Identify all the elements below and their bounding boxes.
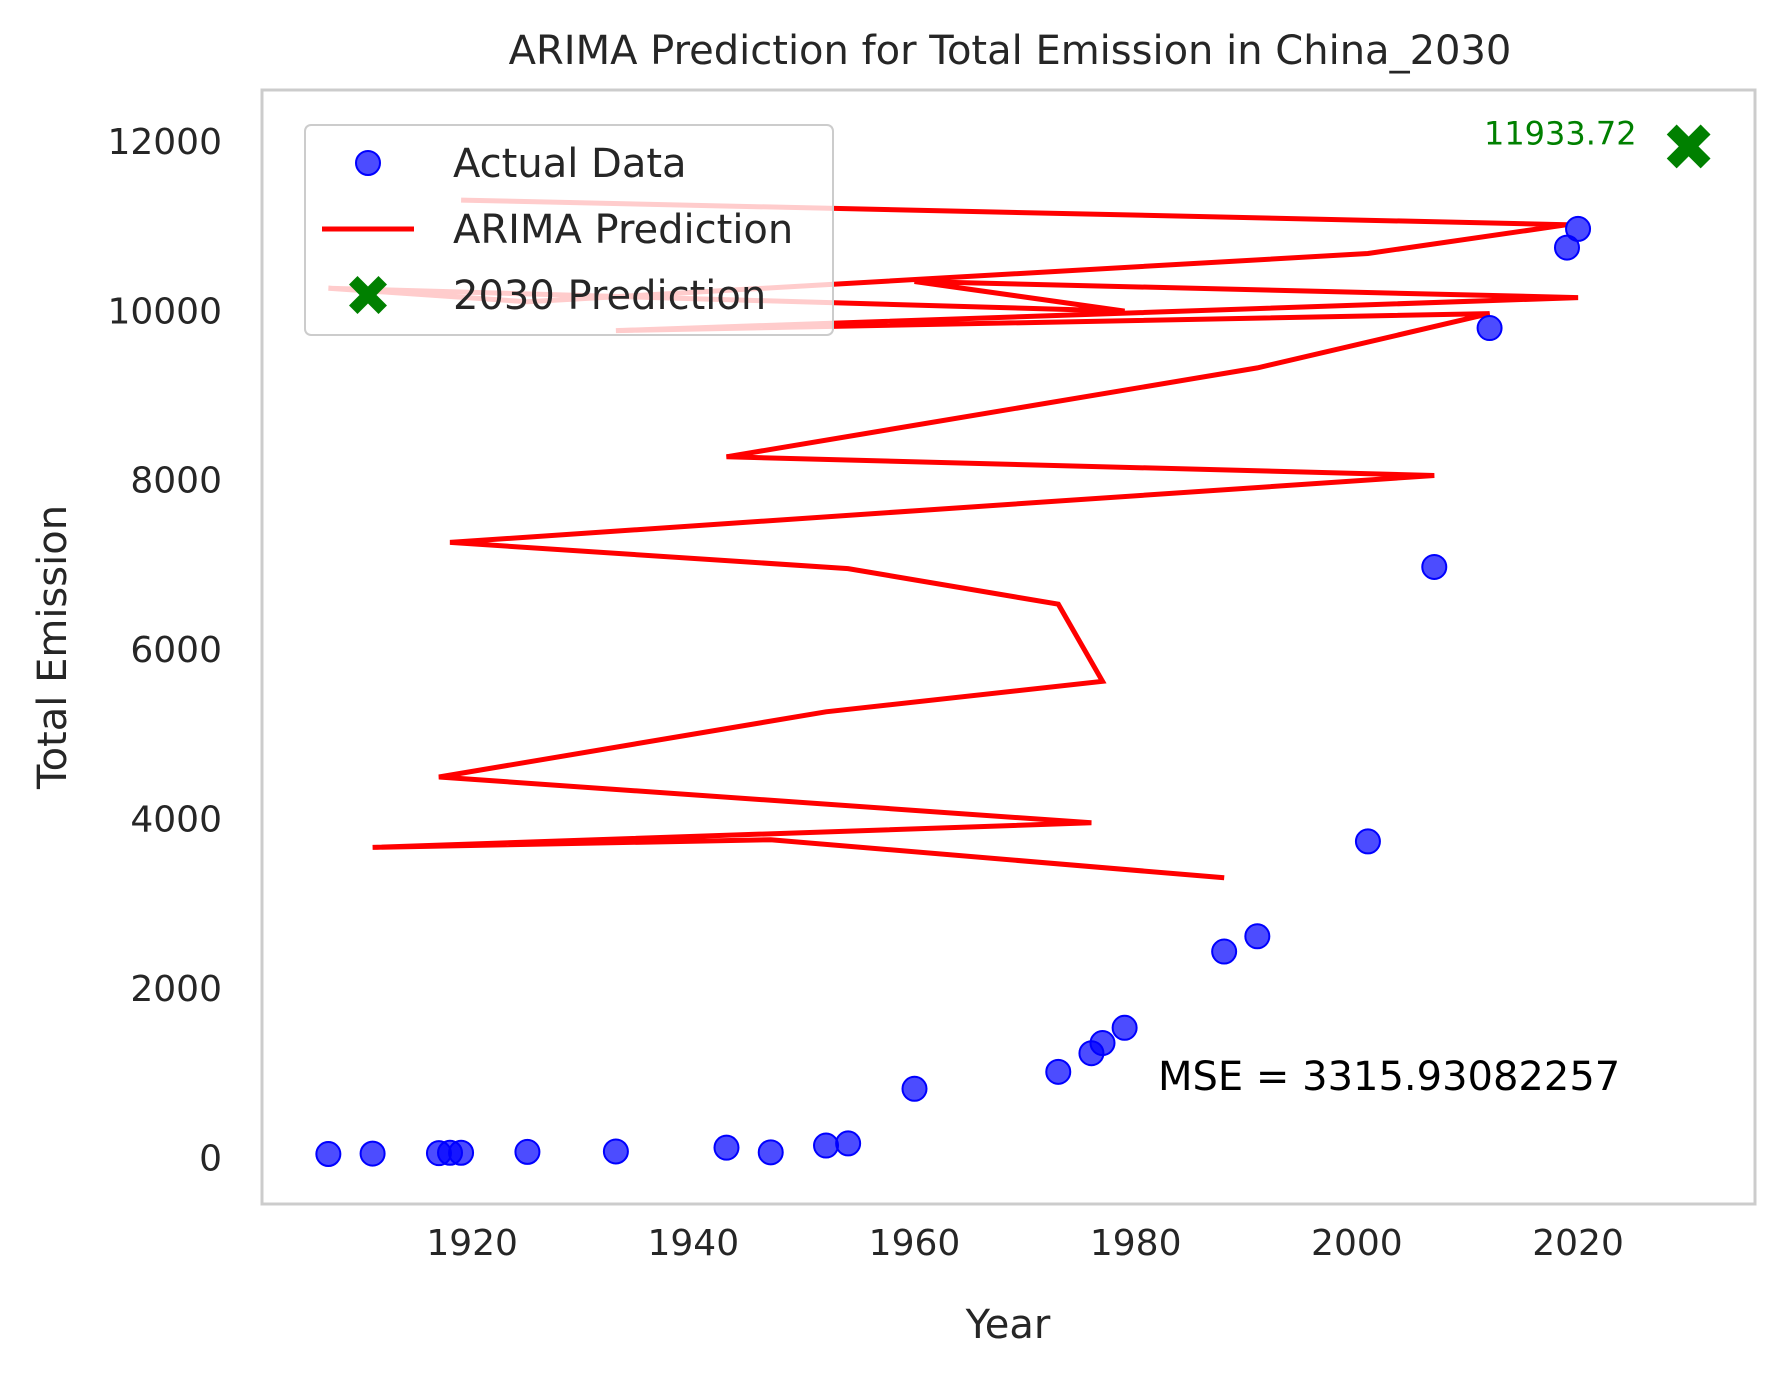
legend-arima-prediction-label: ARIMA Prediction bbox=[453, 207, 793, 253]
actual-data-point bbox=[359, 1140, 386, 1167]
actual-data-point bbox=[713, 1134, 740, 1161]
prediction-2030-marker bbox=[1666, 124, 1711, 169]
actual-data-point bbox=[1211, 938, 1238, 965]
x-tick-label: 1940 bbox=[647, 1223, 739, 1264]
actual-data-point bbox=[1111, 1014, 1138, 1041]
y-tick-label: 10000 bbox=[107, 291, 222, 332]
y-tick-label: 8000 bbox=[130, 461, 222, 502]
actual-data-point bbox=[315, 1141, 342, 1168]
y-tick-label: 12000 bbox=[107, 122, 222, 163]
legend-2030-prediction-label: 2030 Prediction bbox=[453, 273, 766, 319]
x-axis-ticks: 1920 1940 1960 1980 2000 2020 bbox=[426, 1223, 1624, 1264]
actual-data-point bbox=[813, 1132, 840, 1159]
actual-data-point bbox=[602, 1138, 629, 1165]
prediction-value-label: 11933.72 bbox=[1484, 114, 1637, 152]
x-tick-label: 2000 bbox=[1311, 1223, 1403, 1264]
y-tick-label: 4000 bbox=[130, 800, 222, 841]
mse-annotation: MSE = 3315.93082257 bbox=[1158, 1054, 1620, 1100]
y-axis-ticks: 0 2000 4000 6000 8000 10000 12000 bbox=[107, 122, 222, 1180]
actual-data-point bbox=[1354, 828, 1381, 855]
legend-2030-prediction-swatch bbox=[349, 276, 387, 314]
x-axis-label: Year bbox=[965, 1302, 1051, 1348]
actual-data-point bbox=[1089, 1030, 1116, 1057]
actual-data-point bbox=[835, 1130, 862, 1157]
y-tick-label: 6000 bbox=[130, 630, 222, 671]
x-tick-label: 1980 bbox=[1090, 1223, 1182, 1264]
actual-data-point bbox=[1045, 1058, 1072, 1085]
x-tick-label: 1920 bbox=[426, 1223, 518, 1264]
actual-data-point bbox=[757, 1139, 784, 1166]
actual-data-point bbox=[514, 1138, 541, 1165]
actual-data-point bbox=[1565, 215, 1592, 242]
actual-data-point bbox=[448, 1139, 475, 1166]
legend-actual-data-swatch bbox=[355, 150, 381, 176]
x-tick-label: 2020 bbox=[1532, 1223, 1624, 1264]
actual-data-point bbox=[901, 1075, 928, 1102]
actual-data-series bbox=[315, 215, 1592, 1168]
actual-data-point bbox=[1421, 553, 1448, 580]
y-axis-label: Total Emission bbox=[30, 505, 76, 790]
legend-box bbox=[304, 124, 834, 336]
y-tick-label: 2000 bbox=[130, 969, 222, 1010]
actual-data-point bbox=[1244, 923, 1271, 950]
legend-actual-data-label: Actual Data bbox=[453, 141, 687, 187]
prediction-2030-series bbox=[1666, 124, 1711, 169]
y-tick-label: 0 bbox=[199, 1138, 222, 1179]
actual-data-point bbox=[1476, 315, 1503, 342]
x-tick-label: 1960 bbox=[869, 1223, 961, 1264]
legend: Actual Data ARIMA Prediction 2030 Predic… bbox=[304, 124, 834, 336]
chart-title: ARIMA Prediction for Total Emission in C… bbox=[509, 28, 1512, 74]
